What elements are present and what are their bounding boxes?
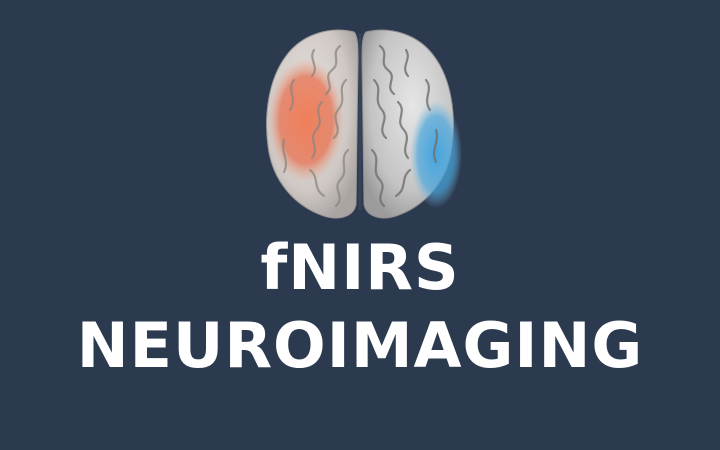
brain-icon [266, 29, 462, 219]
right-activation-region [410, 100, 462, 208]
title-line-2: NEUROIMAGING [76, 309, 644, 382]
title-line-1: fNIRS [260, 231, 460, 304]
brain-illustration [250, 20, 470, 230]
left-activation-region [268, 58, 344, 182]
